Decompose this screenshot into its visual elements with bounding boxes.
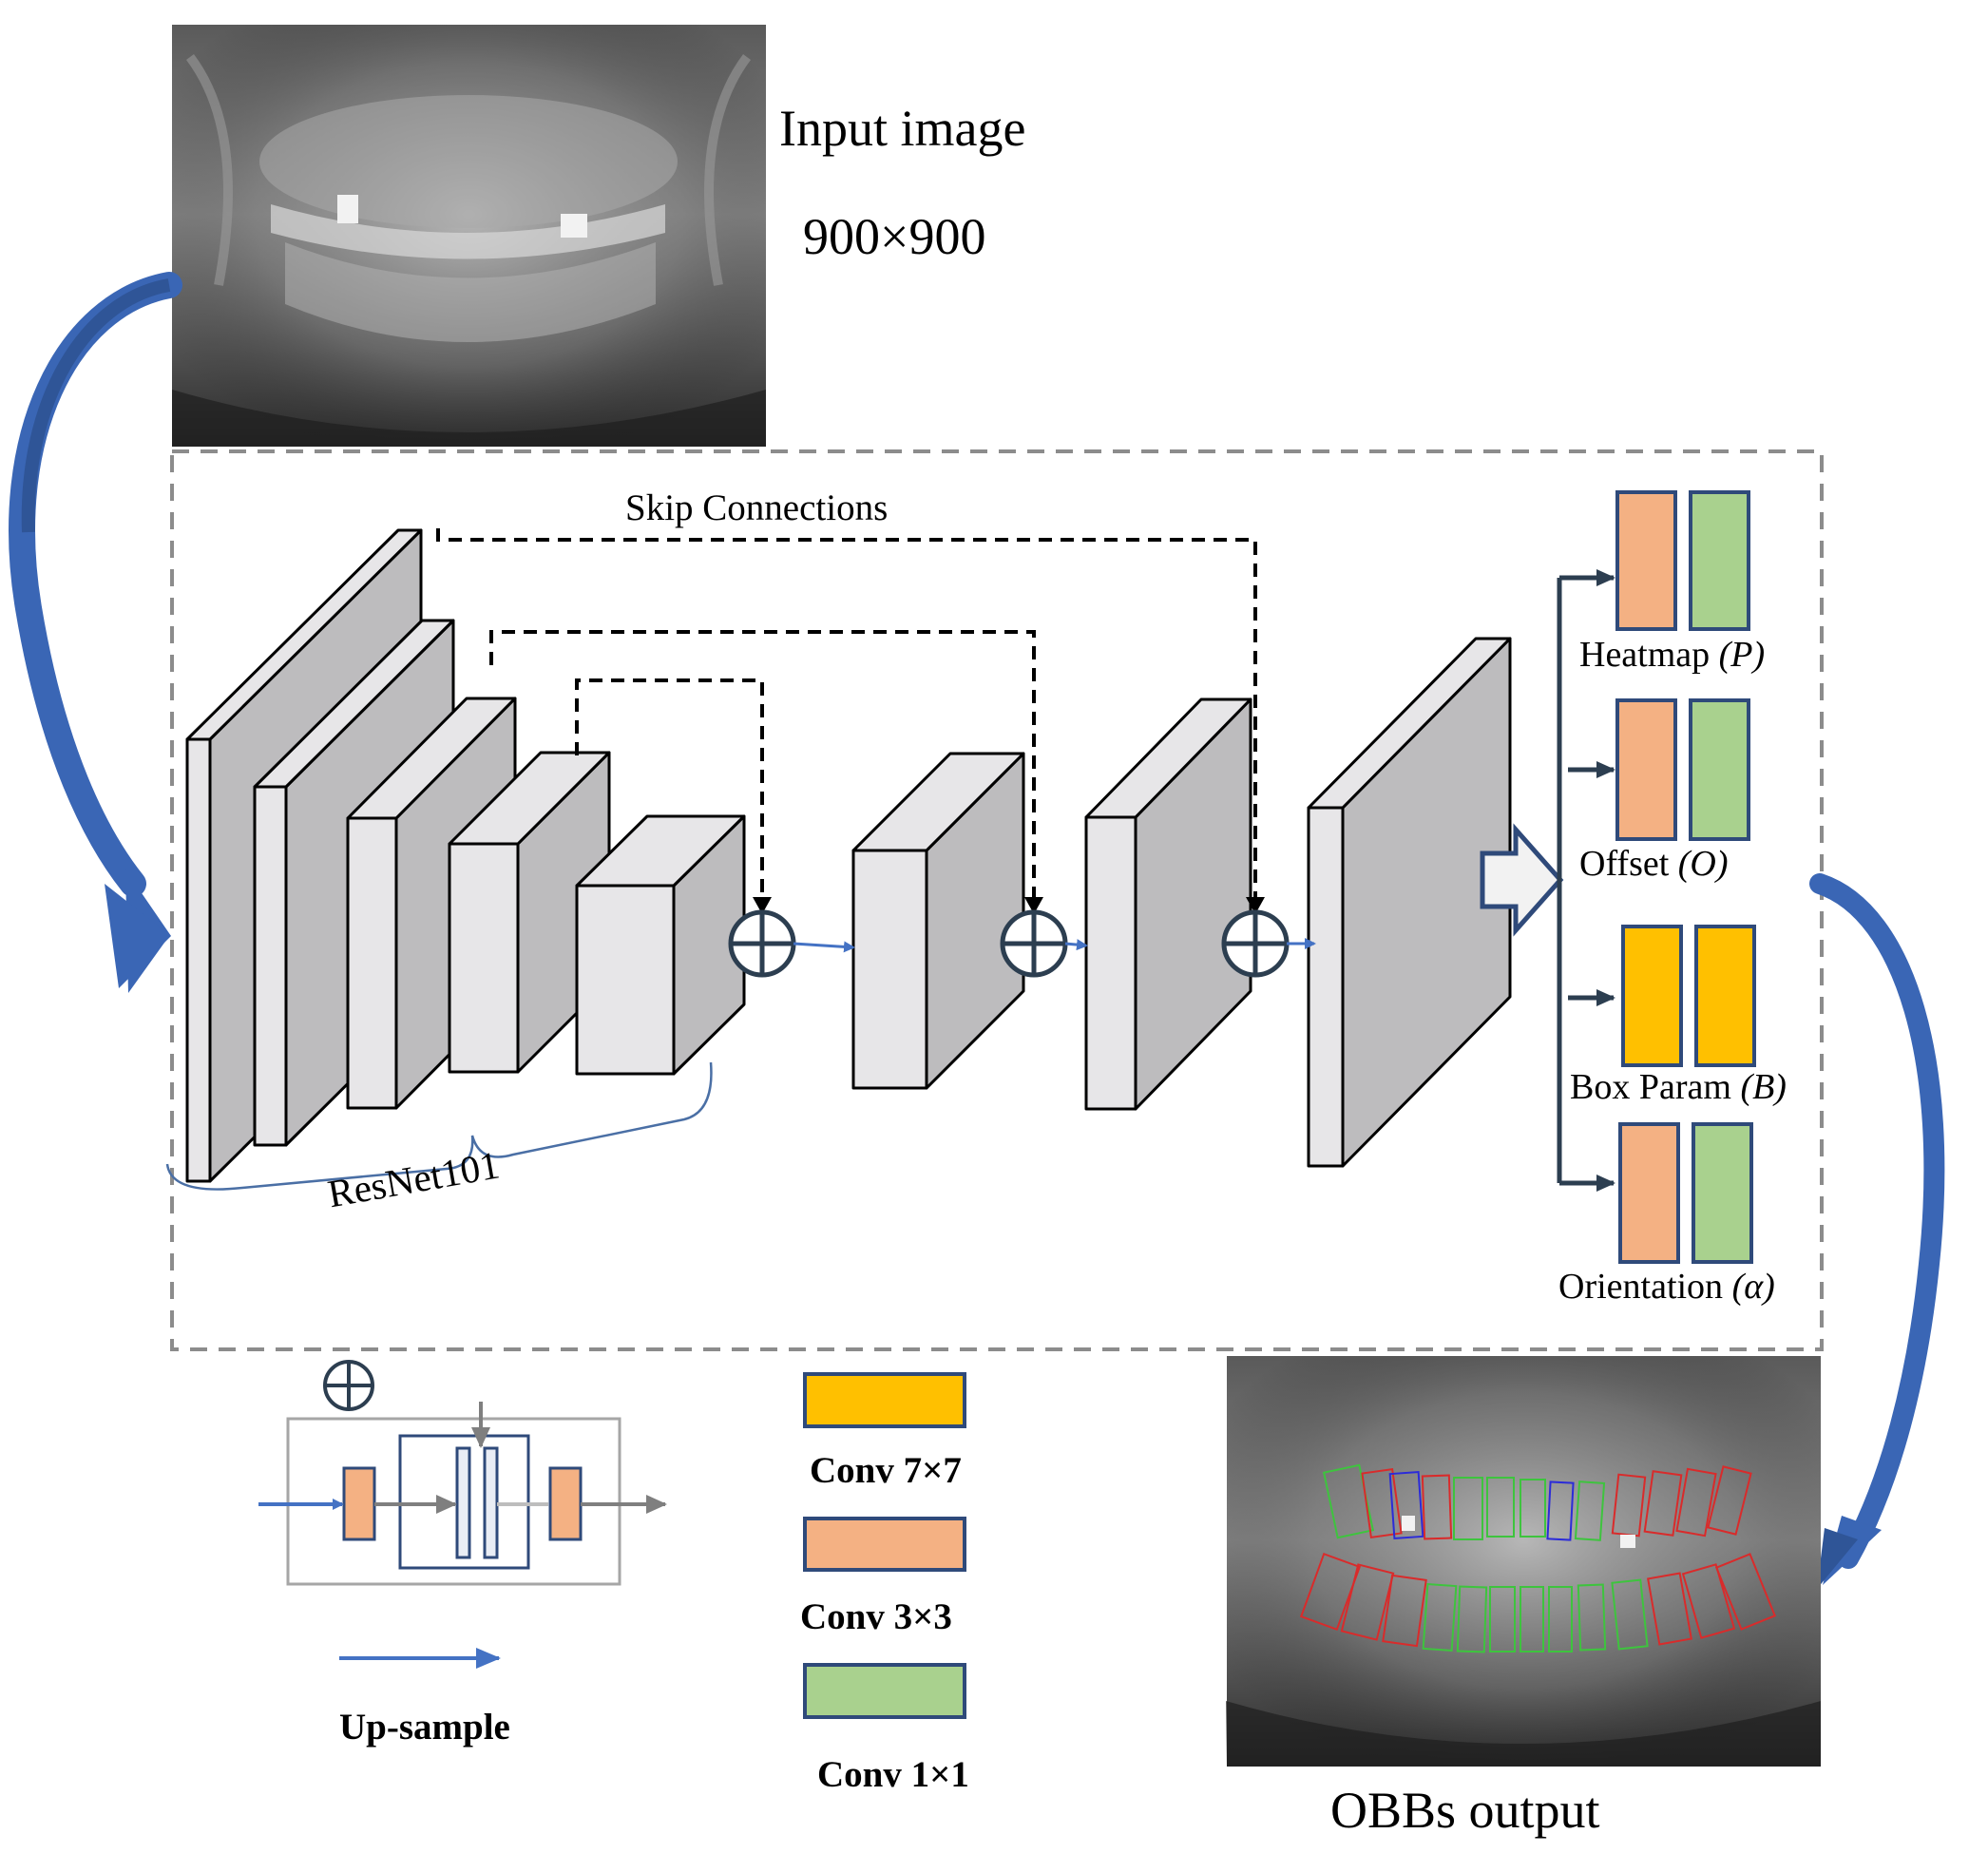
- backbone-brace: [165, 1061, 713, 1191]
- obb-box: [1611, 1578, 1649, 1651]
- obb-box: [1707, 1465, 1752, 1536]
- obb-box: [1361, 1467, 1403, 1539]
- input-arrow-body: [9, 272, 182, 897]
- input-size: 900×900: [803, 208, 986, 265]
- decoder-layer-3: [1307, 637, 1512, 1168]
- head-offset-label: Offset (O): [1579, 844, 1729, 884]
- obb-box: [1546, 1480, 1575, 1541]
- sum-node-3: [1221, 909, 1290, 978]
- head-branches: [1557, 569, 1615, 1192]
- legend-upsample-label: Up-sample: [339, 1707, 510, 1748]
- obb-box: [1643, 1470, 1683, 1537]
- obb-box: [1486, 1477, 1515, 1538]
- obb-box: [1675, 1467, 1717, 1538]
- legend-sum-symbol: [323, 1360, 374, 1411]
- obb-box: [1548, 1586, 1573, 1652]
- input-arrow-shade: [21, 278, 171, 533]
- input-xray-image: [172, 25, 766, 447]
- decoder-layer-2: [1084, 697, 1252, 1111]
- obb-box: [1489, 1586, 1516, 1652]
- obb-box: [1456, 1585, 1488, 1653]
- legend-conv1-label: Conv 1×1: [817, 1754, 969, 1795]
- input-arrow-head-fill: [105, 884, 171, 988]
- layer-stack: [185, 528, 1512, 1183]
- legend-conv3-swatch: [803, 1517, 966, 1572]
- head-boxparam-blocks: [1621, 925, 1756, 1067]
- legend-conv1-swatch: [803, 1663, 966, 1719]
- encoder-layer-5: [575, 814, 746, 1076]
- input-title: Input image: [779, 100, 1026, 157]
- head-orientation-blocks: [1618, 1122, 1753, 1264]
- obb-box: [1520, 1479, 1546, 1538]
- head-fanout-arrow: [1480, 823, 1564, 937]
- head-boxparam-label: Box Param (B): [1570, 1067, 1787, 1107]
- obb-box: [1382, 1574, 1427, 1648]
- output-arrow-body: [1809, 873, 1945, 1569]
- obb-box: [1574, 1480, 1606, 1541]
- obb-box: [1422, 1582, 1458, 1652]
- legend-conv3-label: Conv 3×3: [800, 1596, 952, 1637]
- output-xray-image: [1226, 1356, 1821, 1767]
- output-arrow-head-shade: [1817, 1528, 1858, 1589]
- legend-conv7-label: Conv 7×7: [810, 1450, 962, 1491]
- obb-box: [1520, 1586, 1544, 1652]
- skip-connections-label: Skip Connections: [625, 487, 889, 528]
- obb-box: [1611, 1473, 1647, 1538]
- head-orientation-label: Orientation (α): [1558, 1267, 1775, 1307]
- sum-node-2: [1000, 909, 1068, 978]
- obb-box: [1453, 1477, 1483, 1540]
- obb-box: [1421, 1474, 1453, 1540]
- obb-box: [1714, 1553, 1777, 1631]
- head-offset-blocks: [1615, 698, 1750, 841]
- legend-conv7-swatch: [803, 1372, 966, 1428]
- network-frame: [170, 449, 1824, 1351]
- obb-boxes: [1299, 1463, 1777, 1653]
- decoder-layer-1: [851, 752, 1025, 1090]
- obb-box: [1299, 1552, 1362, 1632]
- obb-box: [1388, 1470, 1424, 1540]
- head-heatmap-blocks: [1615, 490, 1750, 631]
- obb-box: [1577, 1583, 1607, 1652]
- obb-box: [1681, 1563, 1736, 1639]
- sum-node-1: [728, 909, 796, 978]
- obb-box: [1340, 1563, 1395, 1641]
- head-heatmap-label: Heatmap (P): [1579, 635, 1766, 675]
- upsample-arrows: [793, 938, 1316, 953]
- obb-box: [1647, 1572, 1692, 1646]
- legend-module-diagram: [258, 1402, 667, 1586]
- output-title: OBBs output: [1330, 1782, 1600, 1839]
- skip-connections: [436, 528, 1265, 914]
